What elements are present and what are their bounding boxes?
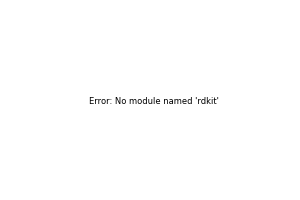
- Text: Error: No module named 'rdkit': Error: No module named 'rdkit': [89, 97, 219, 106]
